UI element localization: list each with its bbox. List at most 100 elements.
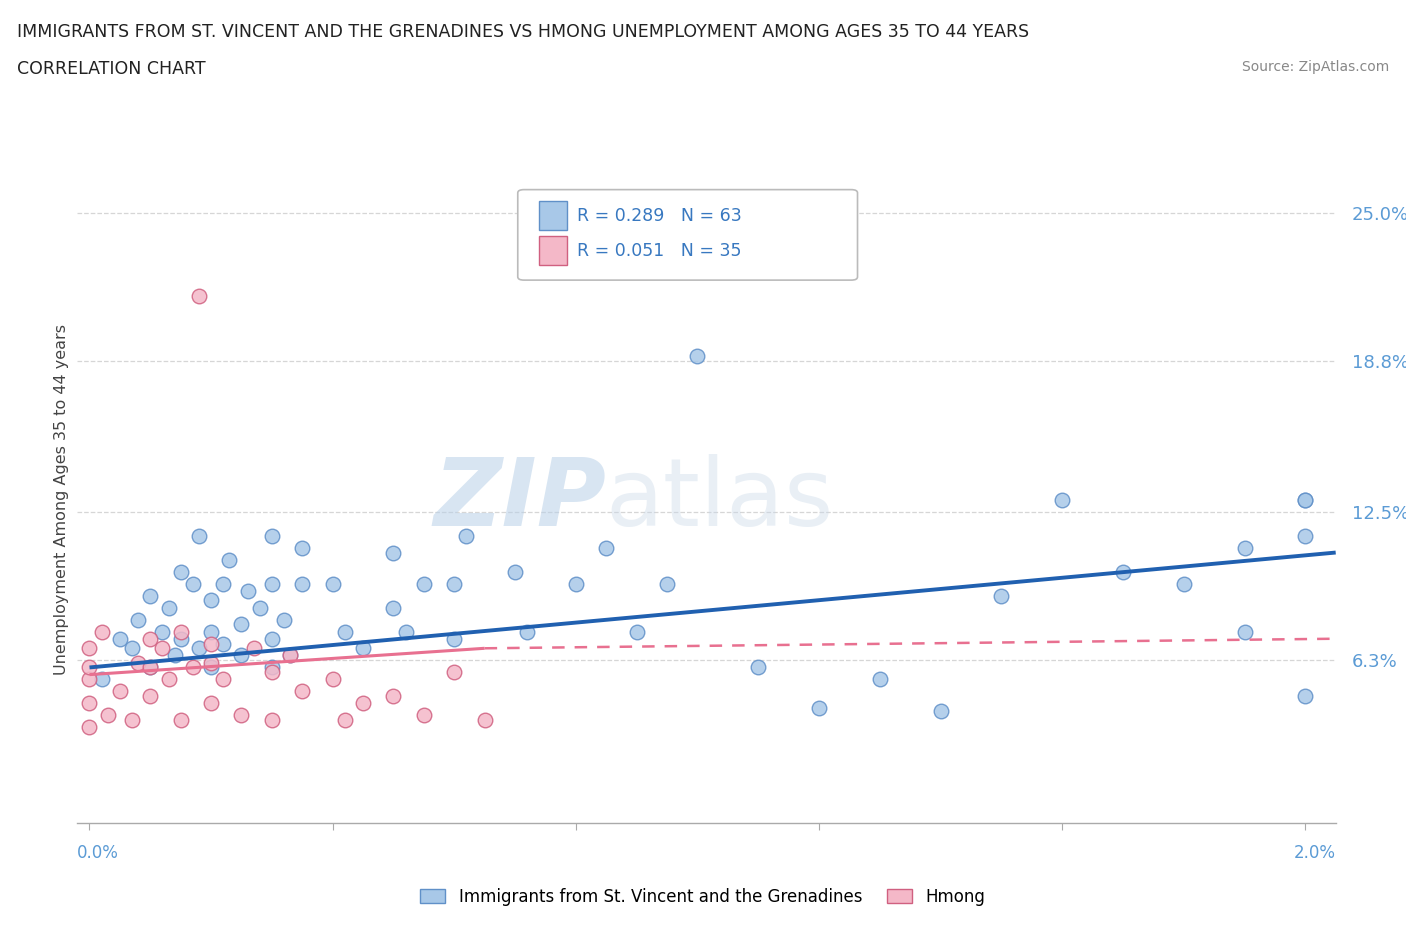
Point xyxy=(260,631,283,646)
Point xyxy=(200,624,222,639)
Point xyxy=(139,660,162,675)
Point xyxy=(187,289,209,304)
Y-axis label: Unemployment Among Ages 35 to 44 years: Unemployment Among Ages 35 to 44 years xyxy=(53,325,69,675)
Point xyxy=(260,665,283,680)
Point xyxy=(108,684,131,698)
Point xyxy=(90,672,112,687)
Point xyxy=(333,712,356,727)
Text: 2.0%: 2.0% xyxy=(1294,844,1336,862)
Text: IMMIGRANTS FROM ST. VINCENT AND THE GRENADINES VS HMONG UNEMPLOYMENT AMONG AGES : IMMIGRANTS FROM ST. VINCENT AND THE GREN… xyxy=(17,23,1029,41)
Point xyxy=(170,631,193,646)
Point xyxy=(200,636,222,651)
Point xyxy=(139,660,162,675)
Point xyxy=(242,641,264,656)
Point xyxy=(456,528,478,543)
Point xyxy=(181,577,204,591)
Point xyxy=(108,631,131,646)
Point xyxy=(595,540,617,555)
Point xyxy=(412,577,434,591)
Point xyxy=(170,565,193,579)
Point xyxy=(260,660,283,675)
Point xyxy=(278,648,301,663)
Text: ZIP: ZIP xyxy=(433,454,606,546)
Point xyxy=(249,600,271,615)
Point xyxy=(273,612,295,627)
Point xyxy=(333,624,356,639)
Point xyxy=(187,528,209,543)
Point xyxy=(260,712,283,727)
Point xyxy=(212,636,235,651)
Point xyxy=(231,648,253,663)
Point xyxy=(97,708,120,723)
Point xyxy=(200,696,222,711)
Point xyxy=(352,641,374,656)
Point xyxy=(212,672,235,687)
Point xyxy=(90,624,112,639)
Text: atlas: atlas xyxy=(606,454,834,546)
Point xyxy=(278,648,301,663)
Point xyxy=(200,656,222,671)
Point xyxy=(127,612,149,627)
Point xyxy=(170,624,193,639)
Point xyxy=(1294,493,1316,508)
Point xyxy=(236,583,259,598)
Point xyxy=(291,684,314,698)
Point xyxy=(516,624,538,639)
Point xyxy=(869,672,891,687)
Point xyxy=(291,577,314,591)
Point xyxy=(1294,528,1316,543)
Point xyxy=(443,577,465,591)
Point xyxy=(79,696,101,711)
Text: R = 0.289   N = 63: R = 0.289 N = 63 xyxy=(576,207,741,225)
Point xyxy=(1233,624,1256,639)
Point xyxy=(218,552,240,567)
Point xyxy=(807,700,830,715)
Point xyxy=(79,672,101,687)
Point xyxy=(929,703,952,718)
FancyBboxPatch shape xyxy=(538,236,567,265)
Point xyxy=(352,696,374,711)
Point xyxy=(1112,565,1135,579)
Point xyxy=(200,593,222,608)
Point xyxy=(170,712,193,727)
Text: Source: ZipAtlas.com: Source: ZipAtlas.com xyxy=(1241,60,1389,73)
Point xyxy=(127,656,149,671)
Point xyxy=(152,641,174,656)
Point xyxy=(394,624,416,639)
Point xyxy=(382,600,405,615)
Point xyxy=(990,588,1012,603)
Legend: Immigrants from St. Vincent and the Grenadines, Hmong: Immigrants from St. Vincent and the Gren… xyxy=(413,881,993,912)
Point xyxy=(157,600,180,615)
Point xyxy=(212,577,235,591)
Point xyxy=(157,672,180,687)
Point xyxy=(200,660,222,675)
Point xyxy=(231,617,253,631)
Point xyxy=(139,689,162,704)
Point xyxy=(322,577,344,591)
Point xyxy=(163,648,186,663)
Point xyxy=(121,641,143,656)
Point xyxy=(1294,493,1316,508)
Point xyxy=(1294,689,1316,704)
Point xyxy=(503,565,526,579)
Point xyxy=(382,545,405,560)
Point xyxy=(260,528,283,543)
Point xyxy=(474,712,496,727)
Point xyxy=(79,641,101,656)
Point xyxy=(412,708,434,723)
FancyBboxPatch shape xyxy=(538,201,567,231)
Point xyxy=(565,577,588,591)
Point xyxy=(152,624,174,639)
Point xyxy=(139,631,162,646)
Point xyxy=(686,349,709,364)
Point xyxy=(260,577,283,591)
Text: 0.0%: 0.0% xyxy=(77,844,120,862)
Point xyxy=(121,712,143,727)
Point xyxy=(187,641,209,656)
Point xyxy=(181,660,204,675)
Point xyxy=(626,624,648,639)
FancyBboxPatch shape xyxy=(517,190,858,280)
Point xyxy=(79,720,101,735)
Point xyxy=(322,672,344,687)
Point xyxy=(443,631,465,646)
